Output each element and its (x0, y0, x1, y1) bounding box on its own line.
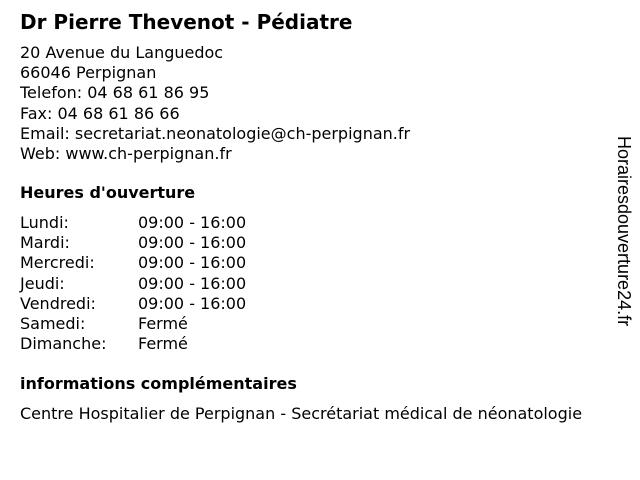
day-label: Dimanche: (20, 334, 107, 354)
email: Email: secretariat.neonatologie@ch-perpi… (20, 123, 411, 143)
day-label: Samedi: (20, 314, 86, 334)
city: 66046 Perpignan (20, 63, 157, 83)
hours-heading: Heures d'ouverture (20, 183, 196, 202)
contact-block: 20 Avenue du Languedoc 66046 Perpignan T… (20, 43, 410, 164)
hours-row: Dimanche: Fermé (20, 334, 246, 354)
hours-row: Mercredi: 09:00 - 16:00 (20, 253, 246, 273)
phone: Telefon: 04 68 61 86 95 (20, 83, 210, 103)
info-heading: informations complémentaires (20, 374, 297, 393)
day-hours: 09:00 - 16:00 (138, 233, 247, 253)
day-label: Mardi: (20, 233, 70, 253)
hours-row: Samedi: Fermé (20, 314, 246, 334)
hours-row: Lundi: 09:00 - 16:00 (20, 213, 246, 233)
hours-row: Jeudi: 09:00 - 16:00 (20, 274, 246, 294)
hours-row: Mardi: 09:00 - 16:00 (20, 233, 246, 253)
day-label: Vendredi: (20, 293, 96, 313)
day-label: Jeudi: (20, 273, 65, 293)
day-hours: Fermé (138, 314, 188, 334)
day-hours: 09:00 - 16:00 (138, 273, 247, 293)
day-label: Mercredi: (20, 253, 95, 273)
page-title: Dr Pierre Thevenot - Pédiatre (20, 10, 353, 34)
hours-row: Vendredi: 09:00 - 16:00 (20, 294, 246, 314)
day-hours: Fermé (138, 334, 188, 354)
day-hours: 09:00 - 16:00 (138, 253, 247, 273)
website: Web: www.ch-perpignan.fr (20, 144, 232, 164)
hours-table: Lundi: 09:00 - 16:00 Mardi: 09:00 - 16:00 … (20, 213, 246, 354)
fax: Fax: 04 68 61 86 66 (20, 103, 180, 123)
day-hours: 09:00 - 16:00 (138, 293, 247, 313)
day-hours: 09:00 - 16:00 (138, 213, 247, 232)
day-label: Lundi: (20, 213, 69, 232)
address: 20 Avenue du Languedoc (20, 43, 224, 62)
info-text: Centre Hospitalier de Perpignan - Secrét… (20, 404, 583, 423)
watermark: Horairesdouverture24.fr (614, 136, 634, 327)
